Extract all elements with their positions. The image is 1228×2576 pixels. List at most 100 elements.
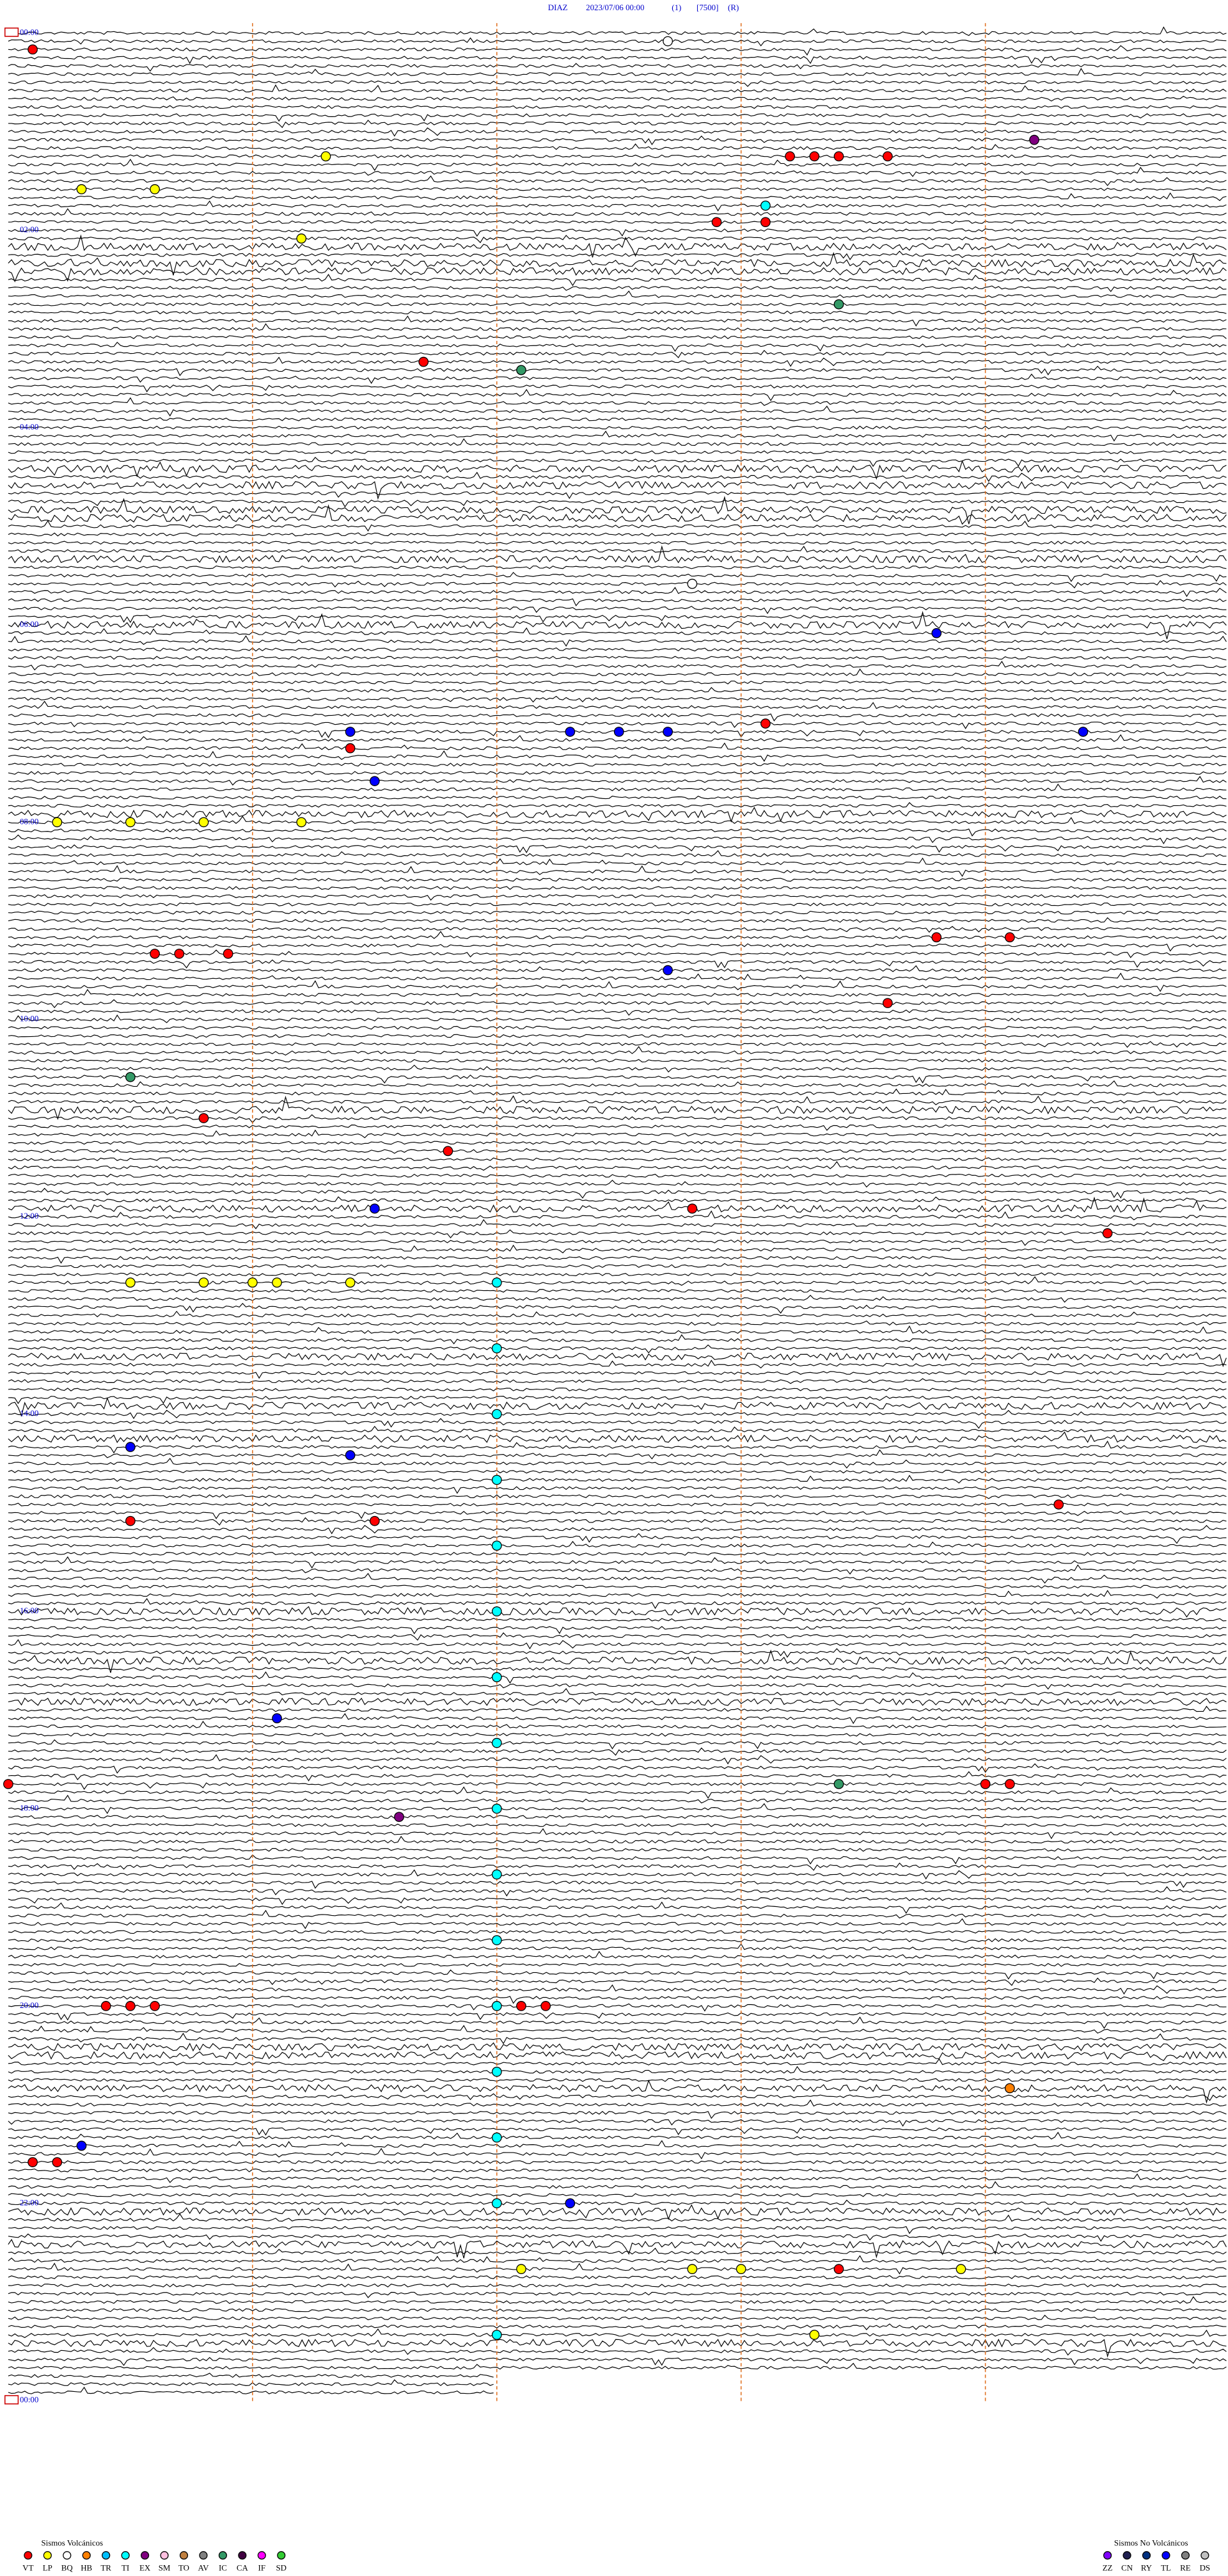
trace: [8, 1782, 1227, 1790]
trace: [8, 1503, 1227, 1507]
trace: [8, 572, 1227, 582]
trace: [8, 713, 1227, 722]
trace: [8, 865, 1227, 877]
trace: [8, 2079, 1227, 2104]
trace: [8, 886, 1227, 890]
trace: [8, 2213, 1227, 2222]
trace: [8, 1276, 1227, 1286]
event-marker: [711, 217, 722, 228]
legend-swatch: [1181, 2551, 1190, 2560]
trace: [8, 1969, 1227, 1980]
trace: [8, 1469, 1227, 1474]
trace: [8, 1869, 1227, 1880]
trace: [8, 734, 1227, 742]
trace: [8, 425, 1227, 431]
trace: [8, 850, 1227, 857]
trace: [8, 1823, 1227, 1828]
trace: [8, 384, 1227, 393]
header: DIAZ 2023/07/06 00:00 (1) [7500] (R): [548, 3, 739, 12]
event-marker: [100, 2001, 111, 2011]
trace: [8, 606, 1227, 615]
scale: [7500]: [697, 3, 718, 12]
trace: [8, 926, 1227, 933]
event-marker: [760, 718, 771, 729]
event-marker: [760, 217, 771, 228]
trace: [8, 2012, 1227, 2021]
trace: [8, 1440, 1227, 1454]
trace: [8, 1828, 1227, 1840]
trace: [8, 2296, 1227, 2304]
event-marker: [491, 1737, 502, 1748]
event-marker: [516, 2001, 526, 2011]
trace: [8, 187, 1227, 191]
trace: [8, 647, 1227, 652]
trace: [8, 2247, 1227, 2255]
trace: [8, 2357, 1227, 2366]
trace: [8, 2225, 1227, 2234]
trace: [8, 1984, 1227, 1995]
trace: [8, 1210, 1227, 1221]
trace: [8, 910, 1227, 915]
event-marker: [491, 1803, 502, 1814]
event-marker: [540, 2001, 551, 2011]
trace: [8, 1639, 1227, 1650]
legend-swatch: [82, 2551, 91, 2560]
legend-label: RE: [1180, 2563, 1191, 2572]
trace: [8, 1431, 1227, 1443]
trace: [8, 2233, 1227, 2242]
event-marker: [1004, 932, 1015, 943]
trace: [8, 2118, 1227, 2127]
event-marker: [516, 2264, 526, 2275]
trace: [8, 2338, 1227, 2358]
trace: [8, 1963, 1227, 1967]
event-marker: [491, 2330, 502, 2340]
trace: [8, 2323, 1227, 2330]
trace: [8, 2099, 1227, 2107]
trace: [8, 1320, 1227, 1326]
trace: [8, 1141, 1227, 1145]
trace: [8, 2362, 1227, 2370]
trace: [8, 580, 1227, 589]
trace: [8, 2238, 1227, 2259]
trace: [8, 175, 1227, 186]
trace: [8, 1124, 1227, 1131]
event-marker: [52, 2157, 63, 2167]
trace: [8, 1977, 1227, 1986]
trace: [8, 2093, 1227, 2101]
event-marker: [687, 1203, 698, 1214]
trace: [8, 105, 1227, 109]
trace: [8, 541, 1227, 546]
legend-label: TL: [1161, 2563, 1171, 2572]
event-marker: [443, 1146, 453, 1157]
trace: [8, 1712, 1227, 1725]
trace: [8, 546, 1227, 553]
trace: [8, 84, 1227, 93]
trace: [8, 56, 1227, 65]
trace: [8, 120, 1227, 129]
event-marker: [613, 727, 624, 737]
trace: [8, 2042, 1227, 2052]
trace: [8, 302, 1227, 306]
trace: [8, 1161, 1227, 1171]
event-marker: [174, 949, 185, 959]
trace: [8, 2127, 1227, 2136]
trace: [8, 1371, 1227, 1379]
event-marker: [223, 949, 233, 959]
event-marker: [1004, 1779, 1015, 1789]
legend-label: CA: [237, 2563, 249, 2572]
event-marker: [491, 1343, 502, 1354]
trace: [8, 2263, 1227, 2275]
event-marker: [150, 184, 160, 194]
event-marker: [980, 1779, 991, 1789]
trace: [8, 480, 1227, 500]
trace: [8, 1732, 1227, 1737]
hour-label: 22:00: [20, 2198, 38, 2207]
trace: [8, 290, 1227, 298]
trace: [8, 959, 1227, 968]
trace: [8, 2168, 1227, 2172]
trace: [8, 680, 1227, 684]
trace: [8, 742, 1227, 750]
trace: [8, 1533, 1227, 1544]
event-marker: [125, 2001, 136, 2011]
legend-label: BQ: [61, 2563, 74, 2572]
